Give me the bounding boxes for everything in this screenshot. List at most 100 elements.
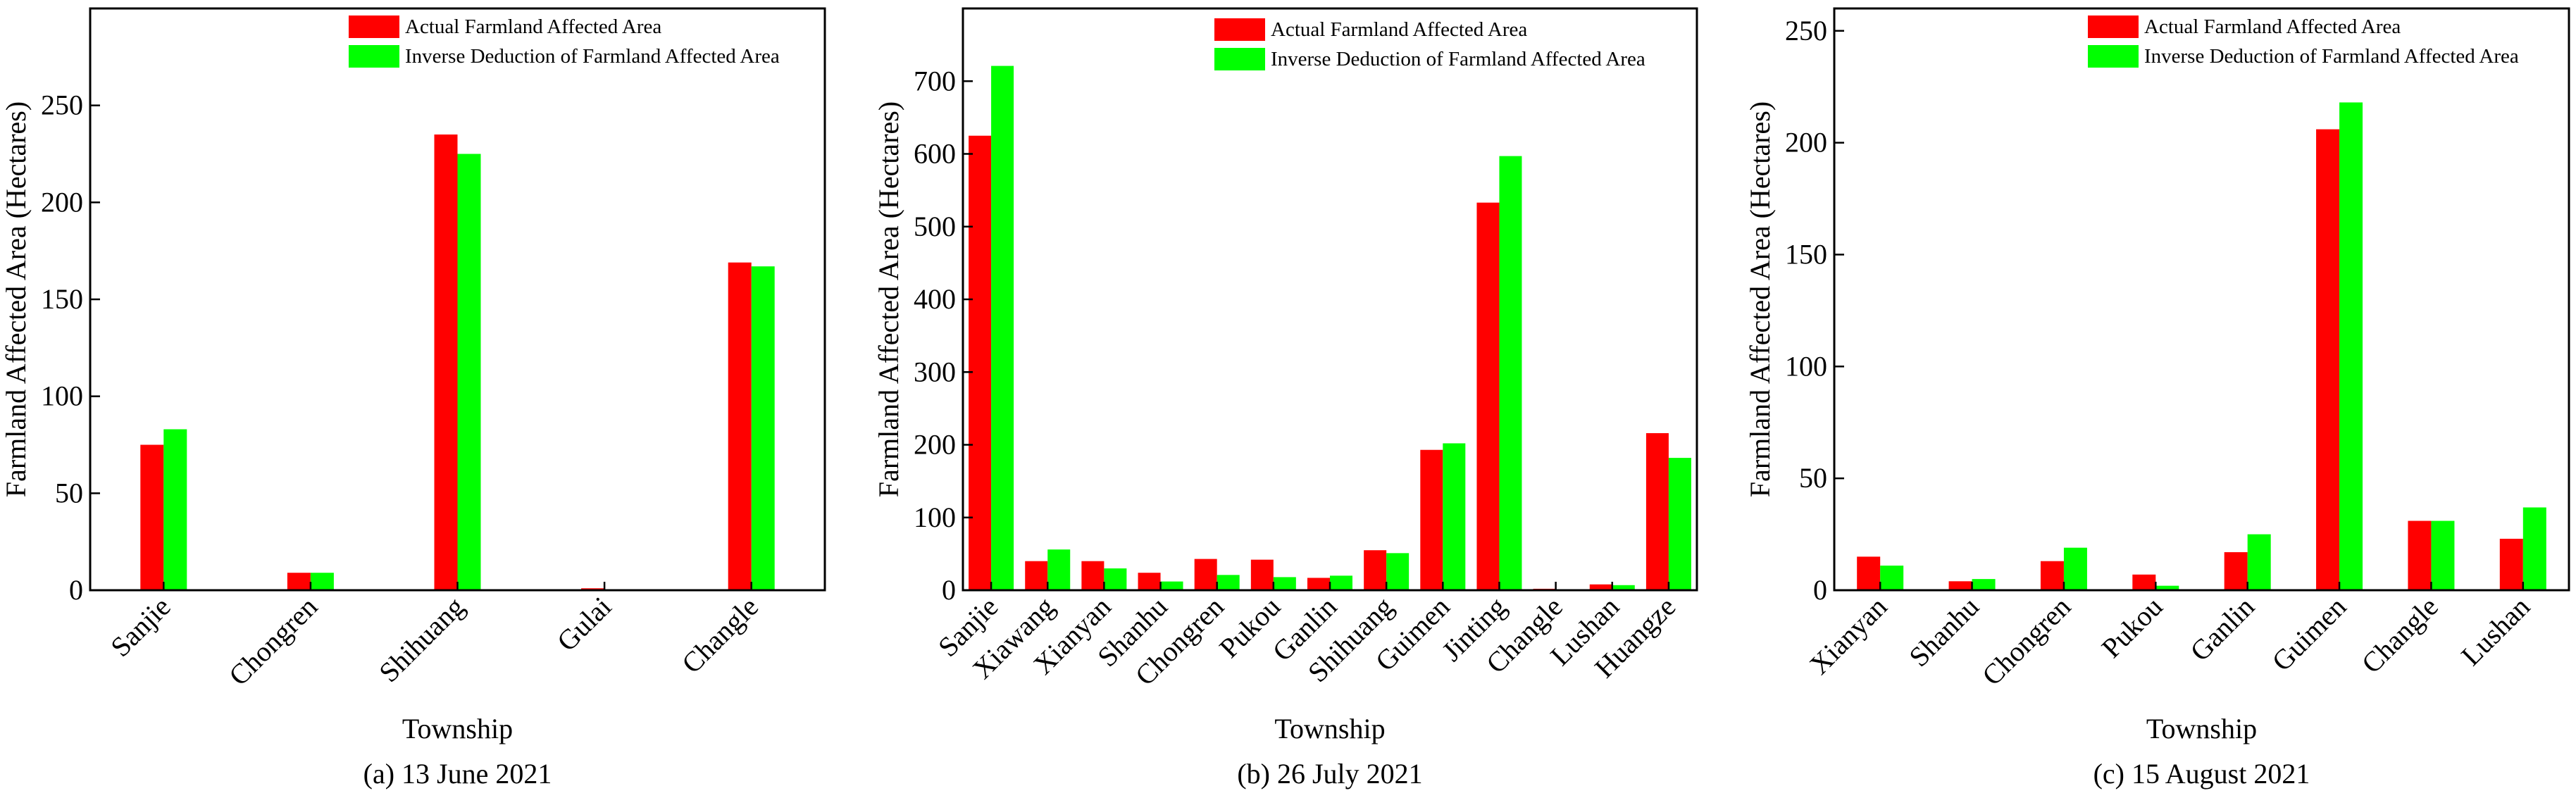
bar-actual-xianyan xyxy=(1857,556,1881,590)
bar-inverse-lushan xyxy=(1612,585,1635,590)
bar-inverse-pukou xyxy=(2155,585,2179,590)
bar-actual-chongren xyxy=(287,573,311,590)
bar-inverse-ganlin xyxy=(1330,575,1352,590)
x-tick-label: Chongren xyxy=(1976,591,2077,692)
bar-actual-xiawang xyxy=(1025,561,1048,590)
bar-actual-shihuang xyxy=(434,134,458,590)
x-tick-label: Pukou xyxy=(2096,591,2169,664)
bar-inverse-huangze xyxy=(1668,458,1691,590)
y-tick-label: 100 xyxy=(914,501,956,533)
legend-label-actual: Actual Farmland Affected Area xyxy=(2144,15,2401,38)
y-tick-label: 250 xyxy=(1785,15,1827,46)
bar-inverse-shanhu xyxy=(1972,579,1996,590)
legend-swatch-inverse xyxy=(2088,45,2139,68)
legend-label-inverse: Inverse Deduction of Farmland Affected A… xyxy=(2144,45,2519,68)
x-tick-label: Sanjie xyxy=(104,591,177,663)
y-axis-title: Farmland Affected Area (Hectares) xyxy=(0,101,32,497)
bar-inverse-sanjie xyxy=(163,429,187,590)
x-tick-label: Changle xyxy=(676,591,764,680)
panel-caption: (a) 13 June 2021 xyxy=(363,758,552,790)
y-tick-label: 0 xyxy=(69,574,83,606)
legend-swatch-inverse xyxy=(1214,48,1265,70)
bar-inverse-shihuang xyxy=(457,154,481,590)
bar-actual-changle xyxy=(728,262,752,590)
bar-actual-xianyan xyxy=(1081,561,1105,590)
y-tick-label: 150 xyxy=(1785,238,1827,270)
bar-actual-shihuang xyxy=(1364,550,1387,590)
bar-inverse-xianyan xyxy=(1104,568,1127,590)
bar-actual-guimen xyxy=(1420,449,1443,590)
bar-actual-sanjie xyxy=(140,444,164,590)
y-tick-label: 0 xyxy=(942,574,956,606)
x-axis-title: Township xyxy=(2146,713,2257,744)
bar-actual-chongren xyxy=(1194,559,1217,590)
bar-actual-shanhu xyxy=(1138,573,1161,590)
y-tick-label: 50 xyxy=(1799,462,1827,494)
legend-label-actual: Actual Farmland Affected Area xyxy=(405,15,661,38)
panel-caption: (c) 15 August 2021 xyxy=(2093,758,2310,790)
legend-swatch-actual xyxy=(2088,15,2139,38)
bar-inverse-ganlin xyxy=(2247,534,2271,590)
bar-actual-lushan xyxy=(2499,538,2523,590)
plot-frame xyxy=(1833,7,2570,592)
x-tick-label: Gulai xyxy=(551,591,618,658)
bar-inverse-pukou xyxy=(1273,577,1296,590)
bar-inverse-chongren xyxy=(310,573,334,590)
y-tick-label: 200 xyxy=(41,186,83,218)
bar-inverse-xianyan xyxy=(1880,566,1904,590)
bar-actual-pukou xyxy=(2132,574,2156,590)
y-axis-title: Farmland Affected Area (Hectares) xyxy=(873,101,904,497)
legend-swatch-actual xyxy=(1214,18,1265,41)
bar-actual-changle xyxy=(2408,520,2432,590)
bar-actual-guimen xyxy=(2316,129,2340,591)
y-axis-title: Farmland Affected Area (Hectares) xyxy=(1744,101,1776,497)
bar-inverse-sanjie xyxy=(991,66,1014,590)
y-tick-label: 100 xyxy=(1785,350,1827,382)
bar-actual-chongren xyxy=(2040,561,2064,590)
bar-actual-jinting xyxy=(1476,202,1500,590)
chart-panel-a: 0 50 100 150 200 250 Sanjie Chongren Shihuang Gul… xyxy=(0,7,826,790)
panel-caption: (b) 26 July 2021 xyxy=(1237,758,1422,790)
y-tick-label: 50 xyxy=(55,477,83,509)
x-tick-label: Guimen xyxy=(2265,591,2352,678)
legend-label-inverse: Inverse Deduction of Farmland Affected A… xyxy=(1271,48,1645,70)
y-tick-label: 100 xyxy=(41,380,83,412)
x-tick-label: Shihuang xyxy=(373,591,471,689)
legend-swatch-inverse xyxy=(349,45,399,68)
bar-actual-sanjie xyxy=(969,135,992,590)
bar-actual-lushan xyxy=(1589,584,1612,590)
y-tick-label: 400 xyxy=(914,283,956,315)
bar-inverse-xiawang xyxy=(1047,549,1071,590)
y-tick-label: 0 xyxy=(1813,574,1827,606)
y-tick-label: 500 xyxy=(914,211,956,242)
bar-actual-huangze xyxy=(1645,432,1669,590)
bar-actual-shanhu xyxy=(1948,581,1972,590)
bar-inverse-lushan xyxy=(2522,507,2546,590)
x-axis-title: Township xyxy=(402,713,513,744)
bar-inverse-guimen xyxy=(2339,102,2363,590)
y-tick-label: 700 xyxy=(914,65,956,96)
bar-inverse-shihuang xyxy=(1386,553,1410,590)
bar-actual-ganlin xyxy=(1307,578,1330,590)
bar-inverse-chongren xyxy=(1217,575,1240,590)
bar-inverse-changle xyxy=(2431,520,2455,590)
y-tick-label: 300 xyxy=(914,356,956,387)
plot-frame xyxy=(962,7,1698,592)
x-tick-label: Lushan xyxy=(2455,591,2536,672)
bar-inverse-jinting xyxy=(1499,156,1522,590)
y-tick-label: 150 xyxy=(41,283,83,315)
bar-inverse-chongren xyxy=(2063,547,2087,590)
x-tick-label: Ganlin xyxy=(2184,591,2260,668)
bar-actual-ganlin xyxy=(2224,551,2248,590)
legend-label-actual: Actual Farmland Affected Area xyxy=(1271,18,1527,41)
legend-label-inverse: Inverse Deduction of Farmland Affected A… xyxy=(405,45,780,68)
bar-inverse-changle xyxy=(751,266,775,590)
x-tick-label: Changle xyxy=(2356,591,2444,680)
y-tick-label: 250 xyxy=(41,89,83,121)
y-tick-label: 200 xyxy=(1785,127,1827,158)
chart-panel-b: 0100200300400500600700SanjieXiawangXiany… xyxy=(873,7,1698,790)
y-tick-label: 600 xyxy=(914,138,956,170)
x-tick-label: Chongren xyxy=(223,591,323,692)
